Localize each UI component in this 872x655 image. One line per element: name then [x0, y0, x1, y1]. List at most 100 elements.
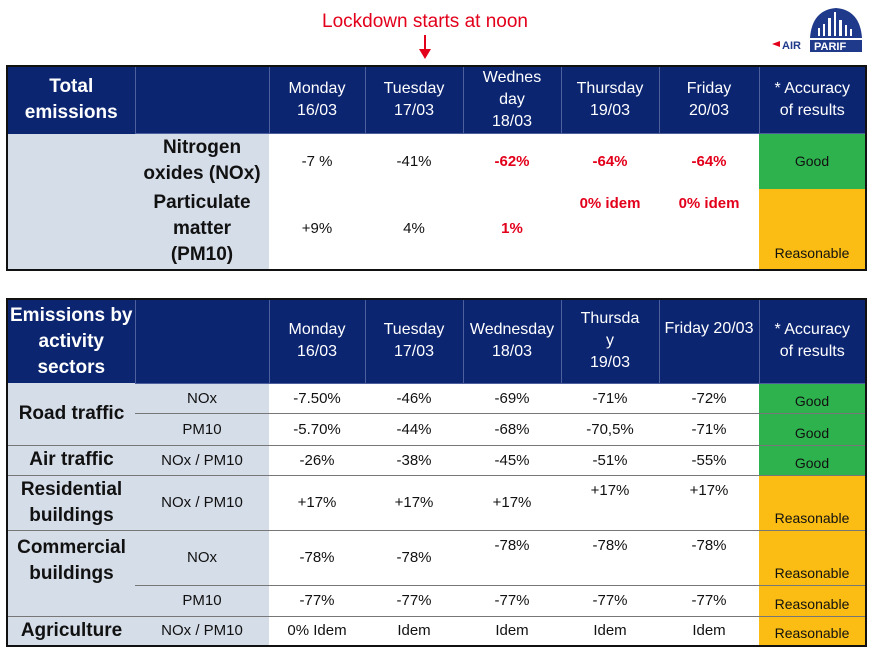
table-title: Total emissions [24, 76, 118, 124]
accuracy-badge: Good [759, 383, 866, 413]
value-cell: -77% [365, 584, 463, 616]
value-cell: +17% [463, 474, 561, 530]
value-cell: -78% [463, 529, 561, 585]
value-cell: Idem [365, 615, 463, 646]
value-cell: -77% [463, 584, 561, 616]
arrow-down-icon [419, 35, 431, 59]
header-day-monday: Monday 16/03 [268, 65, 366, 134]
value-cell: -68% [463, 412, 561, 445]
lockdown-annotation: Lockdown starts at noon [322, 11, 528, 32]
value-cell: -5.70% [269, 412, 365, 445]
value-cell: -72% [691, 389, 727, 407]
value-cell: -46% [396, 389, 432, 407]
value-cell: -78% [365, 529, 463, 585]
header-accuracy: * Accuracy of results [758, 298, 867, 384]
table-row: PM10 -77% -77% -77% -77% -77% Reasonable [7, 584, 866, 616]
pollutant-label: NOx / PM10 [135, 474, 269, 530]
table-row: Agriculture NOx / PM10 0% Idem Idem Idem… [7, 615, 866, 646]
value-cell: +17% [561, 474, 659, 530]
value-cell: -7 % [301, 152, 333, 170]
value-cell: +17% [659, 474, 759, 530]
sector-label-agriculture: Agriculture [7, 615, 135, 646]
value-cell: -78% [659, 529, 759, 585]
table-row: Nitrogen oxides (NOx) -7 % -41% -62% -64%… [7, 133, 866, 270]
header-accuracy: * Accuracy of results [758, 65, 867, 134]
value-cell: -69% [494, 389, 530, 407]
pollutant-label: NOx [135, 529, 269, 585]
accuracy-badge: Reasonable [759, 615, 866, 646]
value-cell: -77% [269, 584, 365, 616]
table-row: Residential buildings NOx / PM10 +17% +17… [7, 474, 866, 530]
header-day-monday: Monday 16/03 [268, 298, 366, 384]
sector-label-commercial: Commercial buildings [7, 529, 135, 616]
value-cell: 0% Idem [269, 615, 365, 646]
value-cell: Idem [463, 615, 561, 646]
value-cell: -77% [659, 584, 759, 616]
value-cell: -62% [494, 152, 530, 170]
table-title: Emissions by activity sectors [10, 304, 133, 378]
svg-text:PARIF: PARIF [814, 41, 846, 53]
accuracy-badge: Reasonable [759, 188, 866, 270]
pollutant-label: PM10 [135, 412, 269, 445]
pollutant-label: PM10 [135, 584, 269, 616]
row-label-pm10: Particulate matter (PM10) [135, 188, 269, 270]
value-cell: 0% idem [678, 194, 740, 212]
value-cell: -38% [365, 444, 463, 475]
sector-emissions-table: Emissions by activity sectors Monday 16/03 … [6, 298, 867, 647]
table-header-row: Total emissions Monday 16/03 Tuesday 17/03 … [7, 65, 867, 134]
value-cell: +17% [269, 474, 365, 530]
value-cell: +17% [365, 474, 463, 530]
header-day-friday: Friday 20/03 [658, 65, 760, 134]
value-cell: -7.50% [293, 389, 341, 407]
value-cell: -78% [269, 529, 365, 585]
accuracy-badge: Reasonable [759, 474, 866, 530]
label-blank-cell [7, 133, 135, 270]
value-cell: -26% [269, 444, 365, 475]
value-cell: -41% [396, 152, 432, 170]
value-cell: -77% [561, 584, 659, 616]
sector-label-air-traffic: Air traffic [7, 444, 135, 475]
table-row: Commercial buildings NOx -78% -78% -78% -… [7, 529, 866, 616]
pollutant-label: NOx [135, 383, 269, 413]
table-row: Air traffic NOx / PM10 -26% -38% -45% -5… [7, 444, 866, 475]
row-label-nox: Nitrogen oxides (NOx) [135, 133, 269, 189]
value-cell: -55% [659, 444, 759, 475]
value-cell: -78% [561, 529, 659, 585]
airparif-logo: AIR PARIF [772, 8, 862, 53]
value-cell: -71% [659, 412, 759, 445]
accuracy-badge: Reasonable [759, 529, 866, 585]
accuracy-badge: Good [759, 133, 866, 189]
sector-label-residential: Residential buildings [7, 474, 135, 530]
header-blank-cell [134, 298, 270, 384]
value-cell: -70,5% [561, 412, 659, 445]
table-row: Particulate matter (PM10) +9% 4% 1% 0% ide… [7, 188, 866, 270]
value-cell: -45% [463, 444, 561, 475]
value-cell: 4% [403, 220, 425, 237]
total-emissions-table: Total emissions Monday 16/03 Tuesday 17/03 … [6, 65, 867, 271]
value-cell: 1% [501, 220, 523, 237]
table-row: PM10 -5.70% -44% -68% -70,5% -71% Good [7, 412, 866, 445]
table-header-row: Emissions by activity sectors Monday 16/03 … [7, 298, 867, 384]
value-cell: Idem [659, 615, 759, 646]
header-day-friday: Friday 20/03 [658, 298, 760, 384]
accuracy-badge: Good [759, 412, 866, 445]
value-cell: -71% [592, 389, 628, 407]
pollutant-label: NOx / PM10 [135, 615, 269, 646]
value-cell: +9% [301, 220, 333, 237]
value-cell: Idem [561, 615, 659, 646]
svg-text:AIR: AIR [782, 40, 801, 52]
value-cell: -51% [561, 444, 659, 475]
header-blank-cell [134, 65, 270, 134]
table-row: Road traffic NOx -7.50% -46% -69% -71% -… [7, 383, 866, 445]
accuracy-badge: Good [759, 444, 866, 475]
value-cell: -64% [592, 152, 628, 170]
sector-label-road-traffic: Road traffic [7, 383, 135, 445]
header-day-tuesday: Tuesday 17/03 [364, 298, 464, 384]
accuracy-badge: Reasonable [759, 584, 866, 616]
header-day-tuesday: Tuesday 17/03 [364, 65, 464, 134]
value-cell: -64% [691, 152, 727, 170]
